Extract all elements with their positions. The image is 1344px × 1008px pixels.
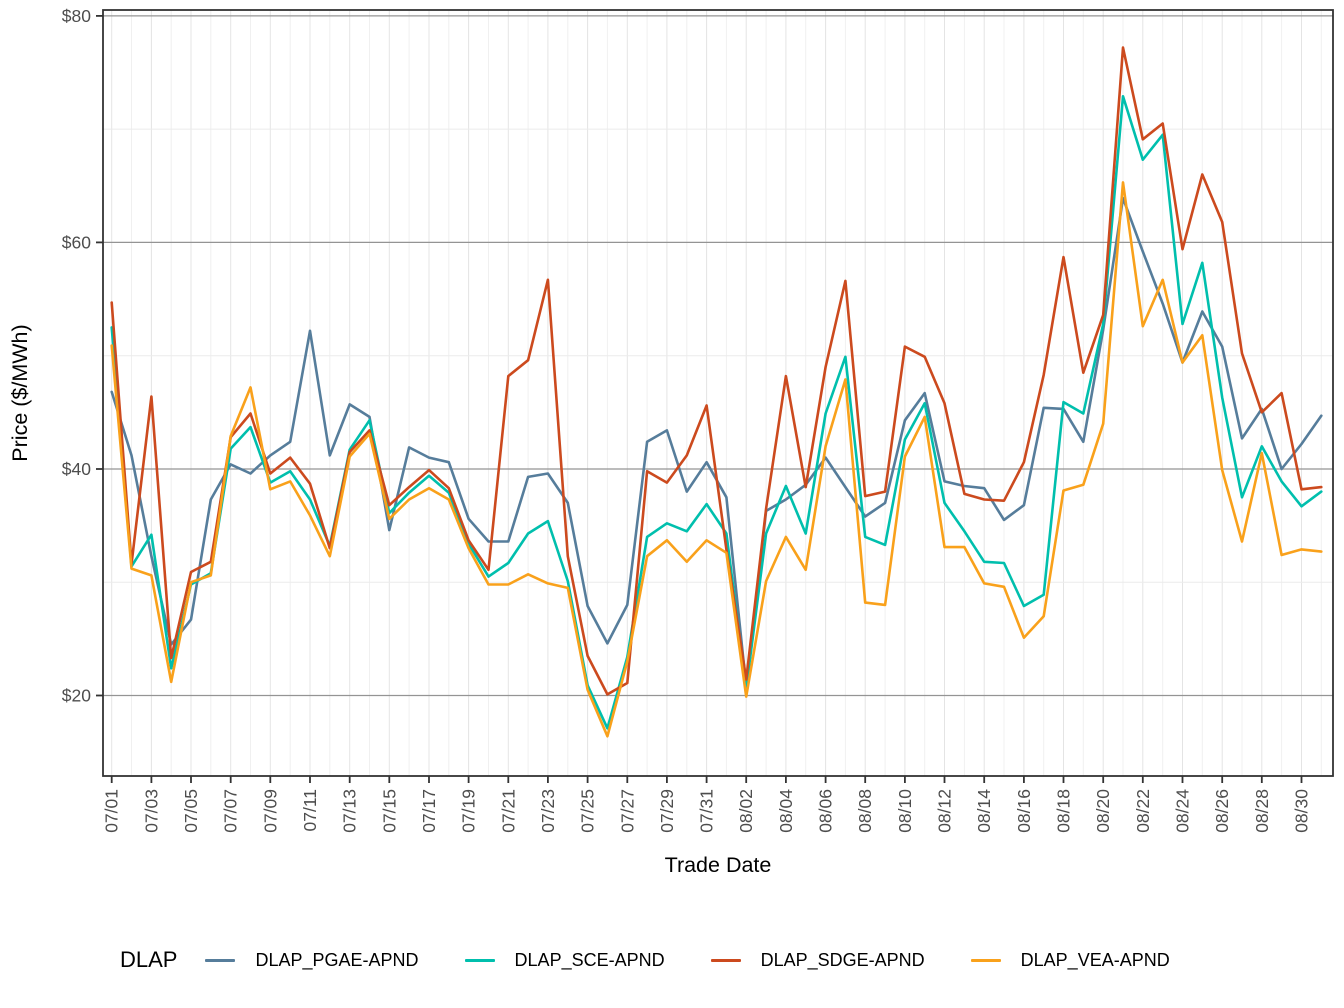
x-tick-label: 07/05 xyxy=(181,789,201,833)
y-tick-label: $20 xyxy=(62,686,91,706)
x-tick-label: 07/27 xyxy=(617,789,637,833)
x-tick-label: 08/26 xyxy=(1212,789,1232,833)
x-tick-label: 08/30 xyxy=(1292,789,1312,833)
x-tick-label: 07/21 xyxy=(498,789,518,833)
x-tick-label: 08/08 xyxy=(855,789,875,833)
x-tick-label: 07/19 xyxy=(459,789,479,833)
legend-key-line-vea xyxy=(970,958,1001,962)
x-tick-label: 07/01 xyxy=(102,789,122,833)
y-tick-label: $80 xyxy=(62,6,91,26)
x-tick-label: 07/25 xyxy=(578,789,598,833)
y-tick-label: $40 xyxy=(62,459,91,479)
y-tick-label: $60 xyxy=(62,232,91,252)
legend-key-line-sdge xyxy=(710,958,741,962)
series-line-DLAP_VEA-APND xyxy=(110,181,1323,738)
legend-item-sce: DLAP_SCE-APND xyxy=(464,949,665,971)
x-tick-label: 08/02 xyxy=(736,789,756,833)
x-gridlines xyxy=(111,10,1322,776)
legend-label-vea: DLAP_VEA-APND xyxy=(1020,949,1170,970)
panel-border xyxy=(102,9,1334,777)
legend-key-line-sce xyxy=(464,958,495,962)
price-line-chart: 07/01 07/03 07/05 07/07 07/09 07/11 07/13 07/15… xyxy=(8,6,1334,877)
series-line-DLAP_SDGE-APND xyxy=(110,46,1323,696)
x-tick-label: 08/16 xyxy=(1014,789,1034,833)
x-tick-label: 07/23 xyxy=(538,789,558,833)
legend-item-sdge: DLAP_SDGE-APND xyxy=(710,949,925,971)
y-axis-ticks-labels: $20 $40 $60 $80 xyxy=(62,6,103,706)
x-tick-label: 08/10 xyxy=(895,789,915,833)
legend-key-line-pgae xyxy=(205,958,236,962)
plot-panel xyxy=(103,10,1333,776)
legend-label-sdge: DLAP_SDGE-APND xyxy=(760,949,925,970)
y-axis-title: Price ($/MWh) xyxy=(8,324,32,461)
x-tick-label: 08/22 xyxy=(1133,789,1153,833)
x-tick-label: 08/28 xyxy=(1252,789,1272,833)
x-tick-label: 08/04 xyxy=(776,789,796,833)
x-tick-label: 08/18 xyxy=(1054,789,1074,833)
x-tick-label: 07/31 xyxy=(697,789,717,833)
legend-label-pgae: DLAP_PGAE-APND xyxy=(255,949,419,970)
x-tick-label: 08/24 xyxy=(1173,789,1193,833)
x-tick-label: 07/07 xyxy=(221,789,241,833)
x-tick-label: 08/20 xyxy=(1093,789,1113,833)
x-tick-label: 07/29 xyxy=(657,789,677,833)
x-tick-label: 07/09 xyxy=(260,789,280,833)
x-tick-label: 07/15 xyxy=(379,789,399,833)
legend-label-sce: DLAP_SCE-APND xyxy=(514,949,665,970)
x-axis-title: Trade Date xyxy=(665,853,772,877)
legend-item-pgae: DLAP_PGAE-APND xyxy=(205,949,419,971)
legend: DLAP DLAP_PGAE-APND DLAP_SCE-APND DLAP_S… xyxy=(0,932,1344,988)
legend-title: DLAP xyxy=(120,947,178,972)
y-major-gridlines xyxy=(103,15,1333,697)
series-line-DLAP_SCE-APND xyxy=(110,95,1323,730)
x-tick-label: 07/17 xyxy=(419,789,439,833)
x-tick-label: 07/03 xyxy=(141,789,161,833)
x-tick-label: 08/12 xyxy=(935,789,955,833)
x-axis-ticks-labels: 07/01 07/03 07/05 07/07 07/09 07/11 07/13 07/15… xyxy=(102,776,1312,833)
legend-item-vea: DLAP_VEA-APND xyxy=(970,949,1170,971)
x-tick-label: 08/14 xyxy=(974,789,994,833)
x-tick-label: 07/11 xyxy=(300,789,320,832)
x-tick-label: 07/13 xyxy=(340,789,360,833)
y-minor-gridlines xyxy=(103,128,1333,583)
x-tick-label: 08/06 xyxy=(816,789,836,833)
